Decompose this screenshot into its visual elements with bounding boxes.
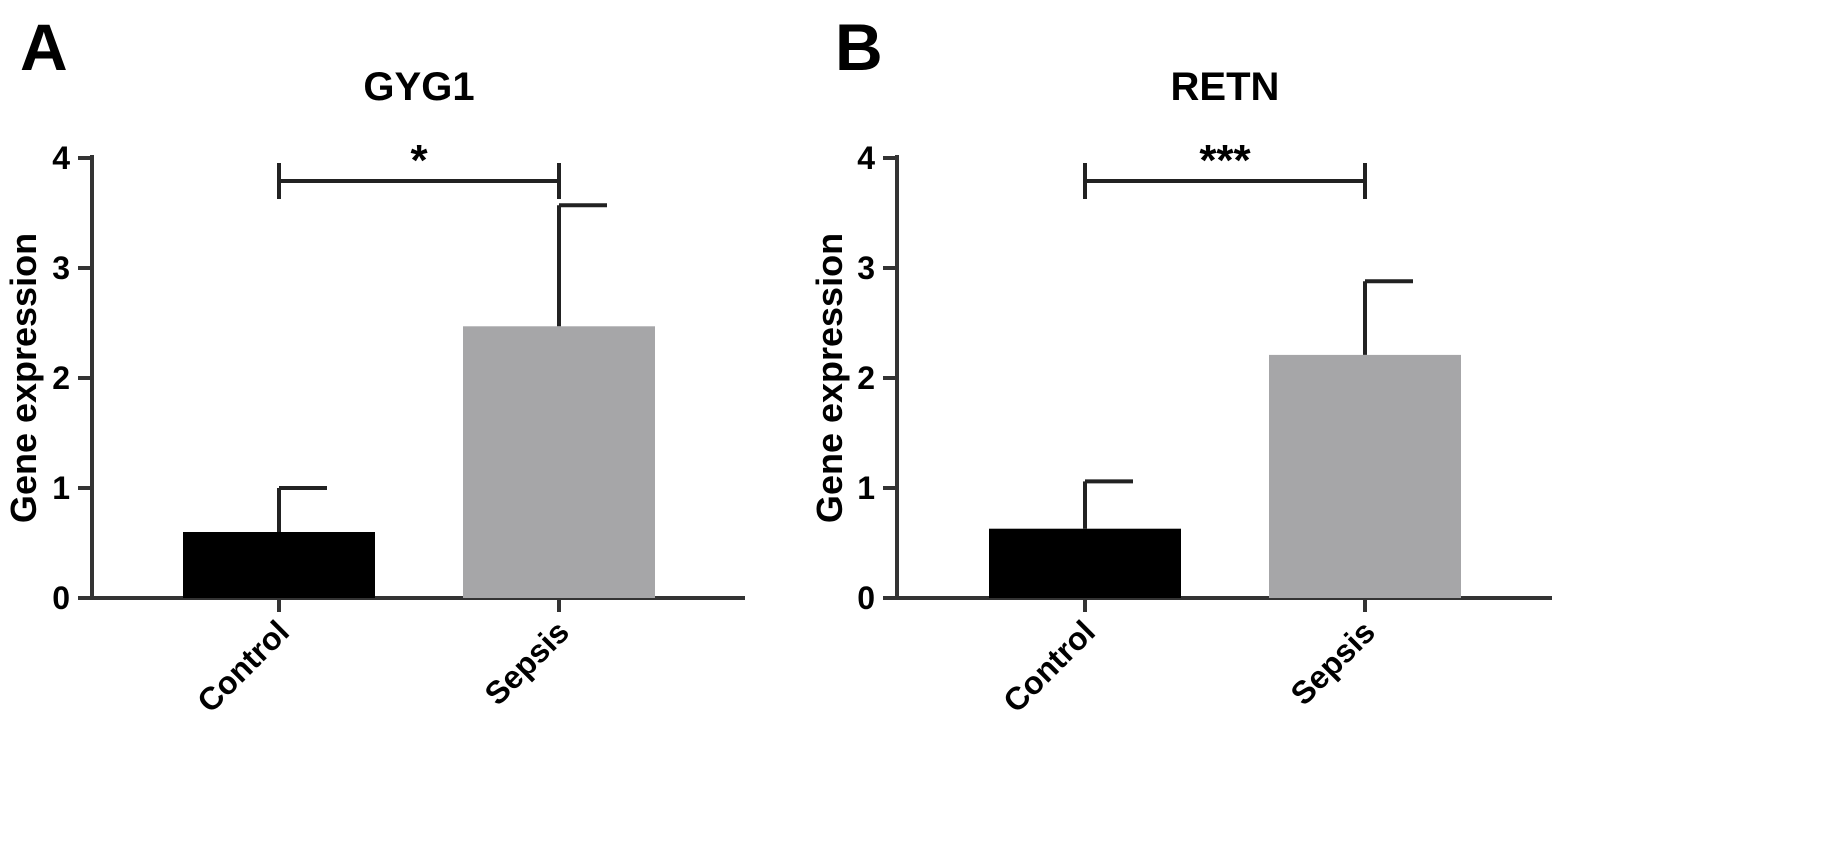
y-tick-label: 2 <box>857 360 875 396</box>
y-axis-ticks: 0 1 2 3 4 <box>857 140 897 616</box>
y-tick-label: 3 <box>52 250 70 286</box>
panel-a: A GYG1 Gene expression 0 1 2 3 4 * Control Se… <box>3 10 745 719</box>
panel-b: B RETN Gene expression 0 1 2 3 4 *** Control… <box>809 10 1552 719</box>
category-label: Control <box>190 613 296 719</box>
bar-control <box>989 528 1181 598</box>
bars <box>183 326 655 598</box>
chart-title: RETN <box>1171 65 1280 109</box>
y-axis-label: Gene expression <box>809 233 850 523</box>
y-tick-label: 0 <box>857 580 875 616</box>
bars <box>989 354 1461 598</box>
category-labels: Control Sepsis <box>190 598 576 719</box>
chart-title: GYG1 <box>363 65 474 109</box>
y-tick-label: 1 <box>857 470 875 506</box>
category-label: Sepsis <box>478 613 576 711</box>
category-labels: Control Sepsis <box>996 598 1382 719</box>
bar-sepsis <box>463 326 655 598</box>
error-bars <box>1083 279 1413 529</box>
significance-label: * <box>410 136 428 185</box>
y-tick-label: 4 <box>857 140 875 176</box>
panel-letter: A <box>20 10 68 84</box>
significance-label: *** <box>1199 136 1251 185</box>
error-bars <box>277 203 607 532</box>
bar-sepsis <box>1269 354 1461 598</box>
y-tick-label: 3 <box>857 250 875 286</box>
category-label: Sepsis <box>1284 613 1382 711</box>
y-tick-label: 0 <box>52 580 70 616</box>
bar-control <box>183 532 375 598</box>
y-axis-label: Gene expression <box>3 233 44 523</box>
y-tick-label: 2 <box>52 360 70 396</box>
y-axis-ticks: 0 1 2 3 4 <box>52 140 92 616</box>
y-tick-label: 4 <box>52 140 70 176</box>
category-label: Control <box>996 613 1102 719</box>
y-tick-label: 1 <box>52 470 70 506</box>
significance-bracket: *** <box>1083 136 1367 199</box>
significance-bracket: * <box>277 136 561 199</box>
panel-letter: B <box>835 10 883 84</box>
